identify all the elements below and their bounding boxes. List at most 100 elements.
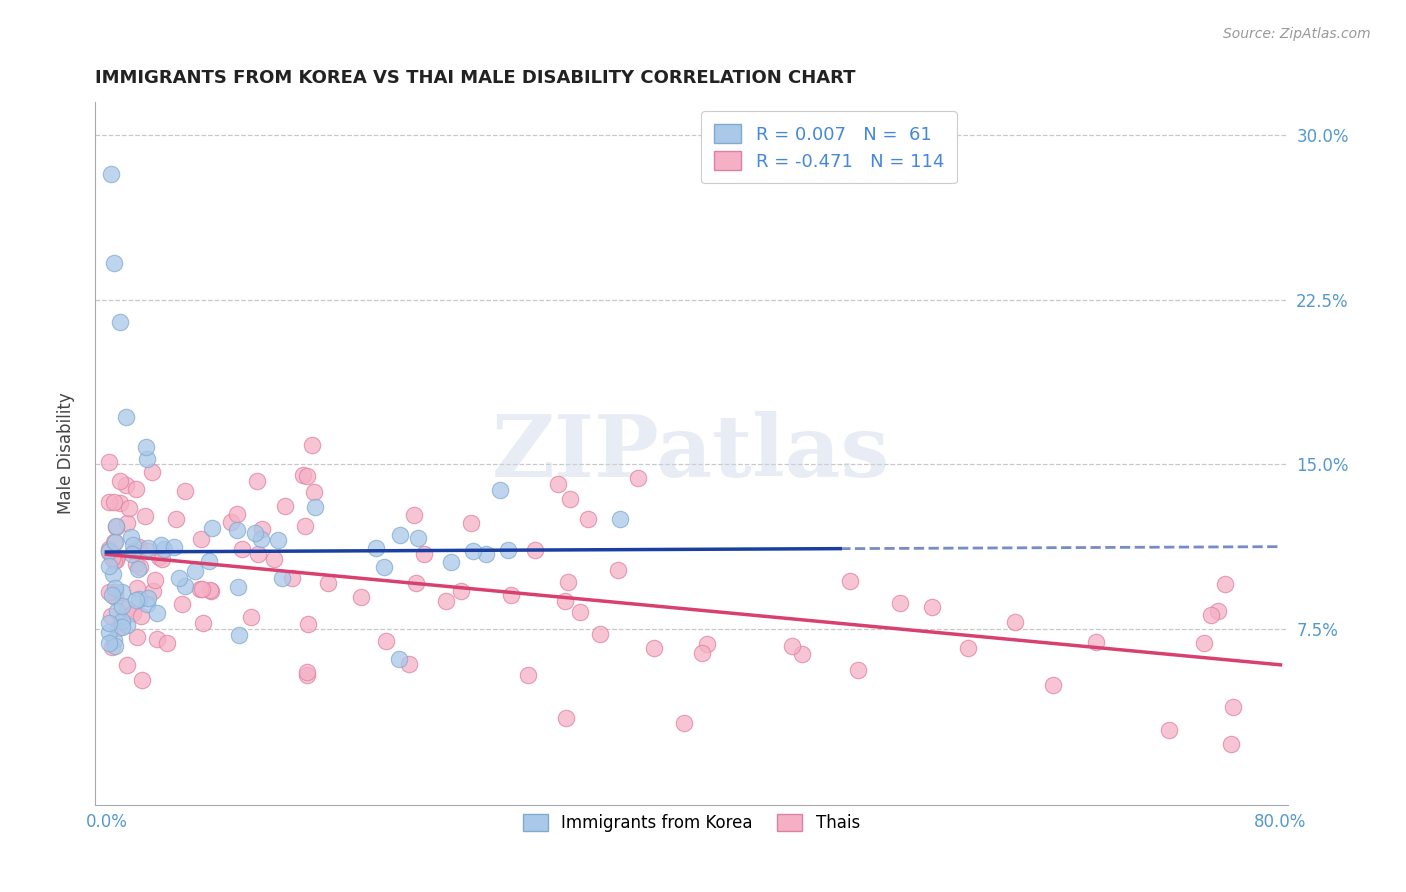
Point xyxy=(240,609,263,624)
Point xyxy=(1192,636,1215,650)
Point xyxy=(108,315,131,329)
Point xyxy=(191,582,214,596)
Text: ZIPatlas: ZIPatlas xyxy=(492,411,890,495)
Point xyxy=(243,526,266,541)
Point xyxy=(231,542,253,557)
Point xyxy=(110,619,132,633)
Point xyxy=(103,632,125,647)
Point xyxy=(463,544,485,558)
Point xyxy=(1004,615,1026,629)
Point xyxy=(98,495,121,509)
Point xyxy=(115,478,138,492)
Point xyxy=(304,500,326,515)
Text: Source: ZipAtlas.com: Source: ZipAtlas.com xyxy=(1223,27,1371,41)
Point xyxy=(576,512,599,526)
Point xyxy=(143,573,166,587)
Point xyxy=(190,532,212,546)
Point xyxy=(115,516,138,530)
Point xyxy=(103,495,125,509)
Point xyxy=(125,581,148,595)
Point xyxy=(226,523,249,537)
Point xyxy=(524,543,547,558)
Point xyxy=(219,515,242,529)
Point xyxy=(135,440,157,454)
Point xyxy=(128,560,150,574)
Point xyxy=(100,609,122,624)
Point xyxy=(250,522,273,536)
Point xyxy=(406,531,429,545)
Point xyxy=(200,583,222,598)
Point xyxy=(1159,723,1181,738)
Point xyxy=(163,540,186,554)
Point xyxy=(273,500,295,514)
Point xyxy=(136,591,159,605)
Point xyxy=(141,465,163,479)
Point xyxy=(301,438,323,452)
Point xyxy=(516,667,538,681)
Point xyxy=(388,527,411,541)
Point xyxy=(643,640,665,655)
Point xyxy=(191,616,214,631)
Point xyxy=(488,483,510,497)
Point xyxy=(98,624,121,639)
Point xyxy=(1085,635,1108,649)
Point xyxy=(398,657,420,671)
Point xyxy=(297,617,319,632)
Point xyxy=(609,511,631,525)
Point xyxy=(174,579,197,593)
Point xyxy=(153,541,176,556)
Point xyxy=(115,602,138,616)
Point xyxy=(127,562,149,576)
Point xyxy=(122,538,145,552)
Point xyxy=(1206,604,1229,618)
Point xyxy=(627,471,650,485)
Point xyxy=(304,485,326,500)
Point xyxy=(271,571,294,585)
Point xyxy=(366,541,388,556)
Point xyxy=(280,571,302,585)
Point xyxy=(98,616,121,631)
Point xyxy=(498,543,520,558)
Point xyxy=(1199,607,1222,622)
Point xyxy=(440,555,463,569)
Legend: Immigrants from Korea, Thais: Immigrants from Korea, Thais xyxy=(513,805,870,842)
Point xyxy=(558,491,581,506)
Point xyxy=(138,544,160,558)
Point xyxy=(148,549,170,564)
Point xyxy=(155,635,177,649)
Point xyxy=(104,552,127,566)
Point xyxy=(128,592,150,607)
Point xyxy=(101,550,124,565)
Point xyxy=(120,529,142,543)
Point xyxy=(589,627,612,641)
Point xyxy=(249,532,271,546)
Point xyxy=(105,519,128,533)
Point xyxy=(100,167,122,181)
Point xyxy=(125,482,148,496)
Point xyxy=(228,628,250,642)
Point xyxy=(350,590,373,604)
Point xyxy=(125,557,148,571)
Point xyxy=(98,541,121,556)
Point xyxy=(690,646,713,660)
Point xyxy=(1042,678,1064,692)
Point xyxy=(98,455,121,469)
Point xyxy=(889,596,911,610)
Point xyxy=(104,581,127,595)
Point xyxy=(184,564,207,578)
Point xyxy=(136,541,159,556)
Point xyxy=(146,632,169,646)
Point xyxy=(105,518,128,533)
Point xyxy=(103,590,125,604)
Point xyxy=(1215,576,1237,591)
Point xyxy=(118,500,141,515)
Point xyxy=(780,639,803,653)
Point xyxy=(103,535,125,549)
Point xyxy=(547,476,569,491)
Point xyxy=(101,640,124,655)
Point xyxy=(135,452,157,467)
Point xyxy=(111,585,134,599)
Point xyxy=(103,554,125,568)
Point xyxy=(225,507,247,521)
Point xyxy=(108,474,131,488)
